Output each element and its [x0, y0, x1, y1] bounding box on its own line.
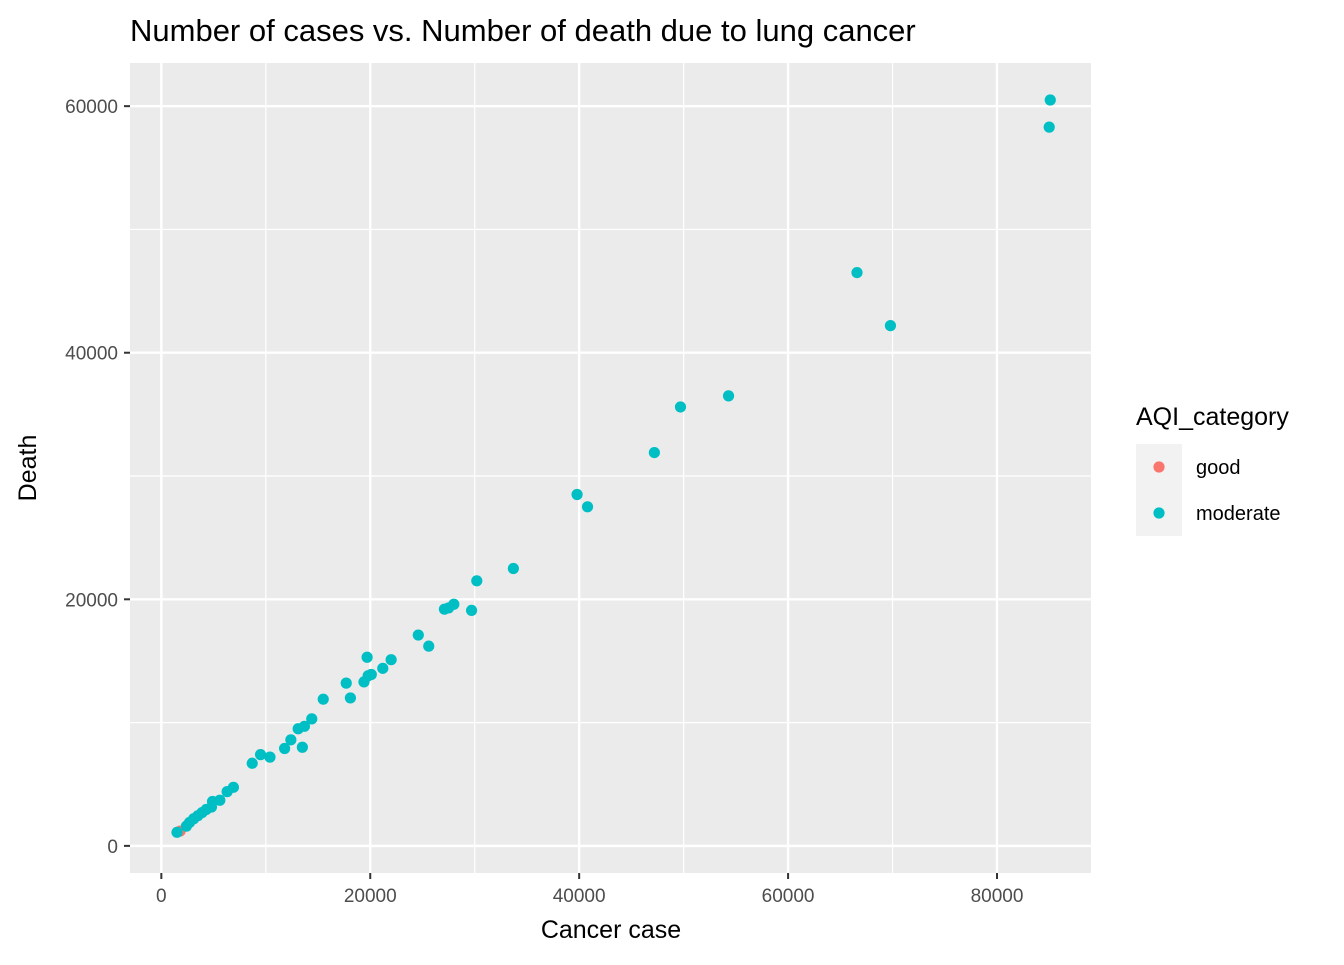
x-tick-label: 60000: [762, 886, 815, 907]
data-point-moderate: [296, 741, 308, 753]
y-tick-label: 0: [107, 837, 118, 858]
data-point-moderate: [214, 794, 226, 806]
chart-title: Number of cases vs. Number of death due …: [130, 13, 916, 48]
data-point-moderate: [227, 781, 240, 793]
data-point-moderate: [377, 662, 389, 674]
data-point-moderate: [278, 742, 291, 755]
y-tick-label: 20000: [65, 590, 118, 611]
data-point-moderate: [851, 266, 863, 279]
data-point-moderate: [264, 751, 276, 763]
x-axis: 0 20000 40000 60000 80000: [156, 873, 1023, 907]
data-point-moderate: [423, 640, 435, 652]
data-point-moderate: [298, 720, 311, 732]
data-point-moderate: [648, 446, 660, 459]
data-point-moderate: [412, 629, 424, 641]
data-point-moderate: [385, 654, 397, 666]
plot-panel: [130, 63, 1091, 873]
data-point-moderate: [471, 575, 483, 587]
data-point-moderate: [285, 734, 297, 746]
y-tick-label: 60000: [65, 97, 118, 118]
data-point-moderate: [317, 693, 329, 705]
legend-title: AQI_category: [1136, 403, 1289, 431]
legend-key-moderate: [1153, 507, 1165, 519]
y-axis: 0 20000 40000 60000: [65, 97, 130, 858]
data-point-moderate: [246, 757, 258, 769]
data-point-moderate: [507, 562, 519, 575]
data-point-moderate: [306, 713, 318, 725]
x-tick-label: 0: [156, 886, 167, 907]
data-point-moderate: [571, 488, 583, 501]
legend-label-good: good: [1196, 457, 1241, 479]
x-axis-title: Cancer case: [541, 916, 681, 944]
legend-key-good: [1153, 461, 1165, 473]
y-axis-title: Death: [14, 435, 42, 502]
x-tick-label: 80000: [971, 886, 1024, 907]
data-points: [171, 94, 1056, 838]
data-point-moderate: [674, 401, 687, 413]
x-tick-label: 40000: [553, 886, 606, 907]
x-tick-label: 20000: [344, 886, 397, 907]
y-tick-label: 40000: [65, 344, 118, 365]
data-point-moderate: [344, 692, 357, 704]
legend: AQI_category good moderate: [1136, 403, 1289, 536]
data-point-moderate: [884, 320, 897, 332]
data-point-moderate: [340, 677, 352, 689]
grid-minor: [130, 63, 1091, 873]
legend-label-moderate: moderate: [1196, 503, 1281, 525]
data-point-moderate: [365, 668, 377, 681]
data-point-moderate: [722, 390, 735, 402]
data-point-moderate: [465, 604, 478, 616]
legend-key-background: [1136, 444, 1182, 536]
data-point-moderate: [254, 749, 267, 761]
data-point-moderate: [361, 651, 373, 663]
data-point-moderate: [1043, 121, 1055, 133]
data-point-moderate: [581, 501, 594, 513]
grid-major: [130, 63, 1091, 873]
data-point-moderate: [171, 826, 183, 838]
data-point-moderate: [1044, 94, 1056, 106]
data-point-moderate: [448, 598, 460, 610]
